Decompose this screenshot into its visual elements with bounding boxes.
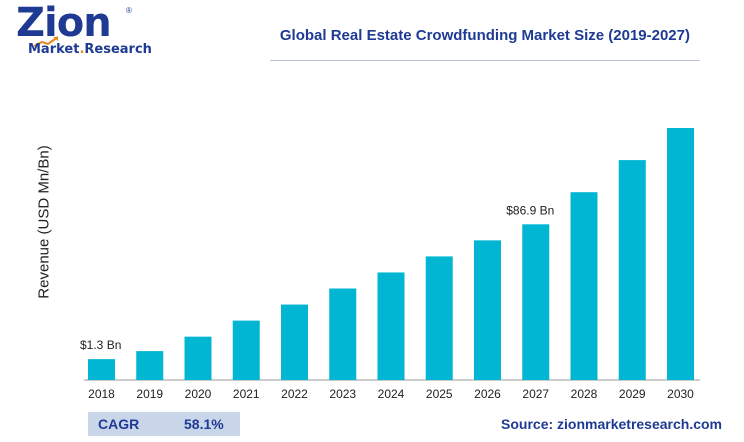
logo-subtitle: Market.Research — [28, 42, 152, 57]
x-tick-2028: 2028 — [571, 387, 598, 401]
data-label-2027: $86.9 Bn — [506, 203, 554, 217]
bar-2021 — [232, 320, 260, 380]
cagr-label: CAGR — [98, 416, 140, 432]
logo-growth-arrow-icon — [34, 36, 59, 47]
bar-2027 — [522, 224, 550, 380]
x-tick-2023: 2023 — [329, 387, 356, 401]
title-divider — [270, 60, 700, 61]
bar-2022 — [281, 304, 308, 380]
x-tick-2022: 2022 — [281, 387, 308, 401]
bar-2029 — [618, 160, 646, 380]
chart-title: Global Real Estate Crowdfunding Market S… — [279, 27, 690, 44]
x-tick-2024: 2024 — [378, 387, 405, 401]
x-tick-2018: 2018 — [88, 387, 115, 401]
x-tick-2026: 2026 — [474, 387, 501, 401]
x-tick-2021: 2021 — [233, 387, 260, 401]
bar-2025 — [425, 256, 453, 380]
cagr-badge: CAGR 58.1% — [88, 412, 240, 436]
x-tick-2019: 2019 — [136, 387, 163, 401]
bar-2030 — [667, 128, 694, 380]
data-label-2018: $1.3 Bn — [80, 338, 121, 352]
x-tick-2029: 2029 — [619, 387, 646, 401]
zion-logo: Zion ® Market.Research — [14, 0, 152, 58]
x-tick-2025: 2025 — [426, 387, 453, 401]
x-tick-2020: 2020 — [185, 387, 212, 401]
x-tick-2027: 2027 — [522, 387, 549, 401]
logo-subtitle-research: Research — [84, 42, 152, 57]
bar-2024 — [377, 272, 405, 380]
bar-2028 — [570, 192, 598, 380]
cagr-value: 58.1% — [184, 416, 224, 432]
logo-wordmark: Zion — [16, 0, 112, 46]
bar-2020 — [184, 336, 212, 380]
logo-registered-mark: ® — [126, 6, 132, 15]
source-text: Source: zionmarketresearch.com — [501, 416, 722, 432]
bar-2023 — [329, 288, 357, 380]
bar-2019 — [136, 351, 164, 380]
bar-2026 — [474, 240, 501, 380]
bar-2018 — [88, 359, 115, 380]
x-tick-2030: 2030 — [667, 387, 694, 401]
logo-subtitle-market: Market — [28, 42, 80, 57]
